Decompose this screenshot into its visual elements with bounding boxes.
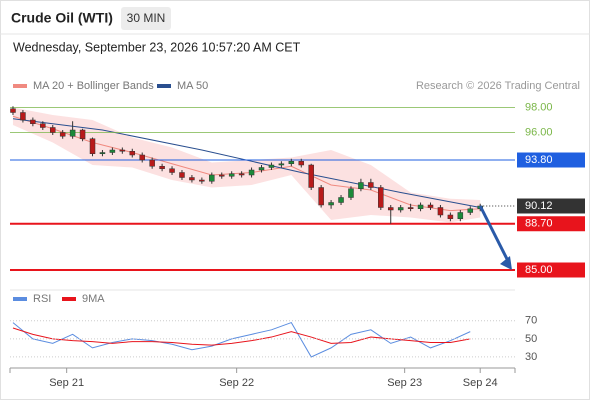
candle-body bbox=[179, 172, 185, 178]
candle-body bbox=[218, 174, 225, 177]
candle-body bbox=[437, 207, 444, 216]
candle-body bbox=[378, 187, 384, 208]
credit: Research © 2026 Trading Central bbox=[416, 80, 580, 92]
level-box bbox=[517, 198, 585, 214]
ma50-line bbox=[12, 118, 481, 208]
candle-body bbox=[427, 204, 434, 208]
y-tick-label: 30 bbox=[525, 351, 537, 363]
candle-body bbox=[10, 108, 16, 113]
candle-body bbox=[40, 123, 46, 128]
legend-swatch bbox=[13, 84, 27, 88]
level-label: 98.00 bbox=[525, 101, 553, 113]
legend-label: RSI bbox=[33, 293, 51, 305]
legend-swatch bbox=[13, 297, 27, 301]
forecast-arrow bbox=[478, 205, 511, 264]
candle-body bbox=[89, 138, 96, 154]
interval[interactable]: 30 MIN bbox=[127, 11, 166, 25]
candle-body bbox=[169, 168, 175, 173]
level-label: 96.00 bbox=[525, 126, 553, 138]
candle-body bbox=[209, 174, 215, 182]
level-box bbox=[517, 216, 585, 232]
legend-label: MA 20 + Bollinger Bands bbox=[33, 80, 154, 92]
candle-body bbox=[278, 163, 285, 166]
level-box bbox=[517, 262, 585, 278]
x-tick-label: Sep 21 bbox=[49, 377, 84, 389]
candle-body bbox=[467, 208, 474, 213]
candle-body bbox=[288, 161, 295, 164]
level-label: 85.00 bbox=[525, 264, 553, 276]
x-tick-label: Sep 22 bbox=[219, 377, 254, 389]
bollinger-band bbox=[12, 107, 481, 223]
title: Crude Oil (WTI) bbox=[11, 10, 113, 26]
x-tick-label: Sep 23 bbox=[387, 377, 422, 389]
candle-body bbox=[189, 177, 195, 181]
level-label: 93.80 bbox=[525, 154, 553, 166]
candle-body bbox=[387, 207, 394, 211]
candle-body bbox=[109, 149, 116, 153]
rsi-line bbox=[12, 321, 471, 358]
candle-body bbox=[79, 129, 86, 139]
candle-body bbox=[228, 173, 235, 177]
candle-body bbox=[328, 202, 334, 206]
candle-body bbox=[59, 132, 66, 137]
candle-body bbox=[20, 112, 26, 121]
candle-body bbox=[159, 166, 165, 169]
candle-body bbox=[129, 151, 136, 156]
candle-body bbox=[298, 161, 305, 166]
candle-body bbox=[368, 182, 374, 188]
candle-body bbox=[407, 207, 414, 209]
candle-body bbox=[139, 154, 145, 161]
candle-body bbox=[308, 164, 314, 188]
y-tick-label: 70 bbox=[525, 315, 537, 327]
candle-body bbox=[258, 167, 265, 171]
candle-body bbox=[119, 149, 126, 152]
candle-body bbox=[447, 214, 454, 219]
legend-label: 9MA bbox=[82, 293, 105, 305]
candle-body bbox=[248, 169, 255, 176]
candle-body bbox=[238, 173, 245, 176]
candle-body bbox=[99, 152, 106, 154]
candle-body bbox=[397, 207, 404, 211]
y-tick-label: 50 bbox=[525, 333, 537, 345]
level-label: 88.70 bbox=[525, 218, 553, 230]
candle-body bbox=[49, 127, 56, 133]
level-label: 90.12 bbox=[525, 200, 553, 212]
candle-body bbox=[348, 188, 354, 198]
timestamp: Wednesday, September 23, 2026 10:57:20 A… bbox=[13, 40, 301, 54]
candle-body bbox=[268, 164, 275, 168]
level-box bbox=[517, 152, 585, 168]
candle-body bbox=[338, 197, 344, 203]
candle-body bbox=[417, 204, 424, 209]
candle-body bbox=[457, 212, 464, 219]
x-tick-label: Sep 24 bbox=[463, 377, 498, 389]
legend-label: MA 50 bbox=[177, 80, 208, 92]
candle-body bbox=[318, 187, 324, 206]
candle-body bbox=[199, 179, 205, 182]
arrow-head bbox=[500, 256, 512, 270]
interval-badge[interactable] bbox=[121, 7, 171, 30]
candle-body bbox=[69, 129, 76, 137]
candle-body bbox=[149, 159, 155, 167]
candle-body bbox=[358, 182, 364, 189]
candle-body bbox=[30, 119, 36, 124]
legend-swatch bbox=[157, 84, 171, 88]
legend-swatch bbox=[62, 297, 76, 301]
